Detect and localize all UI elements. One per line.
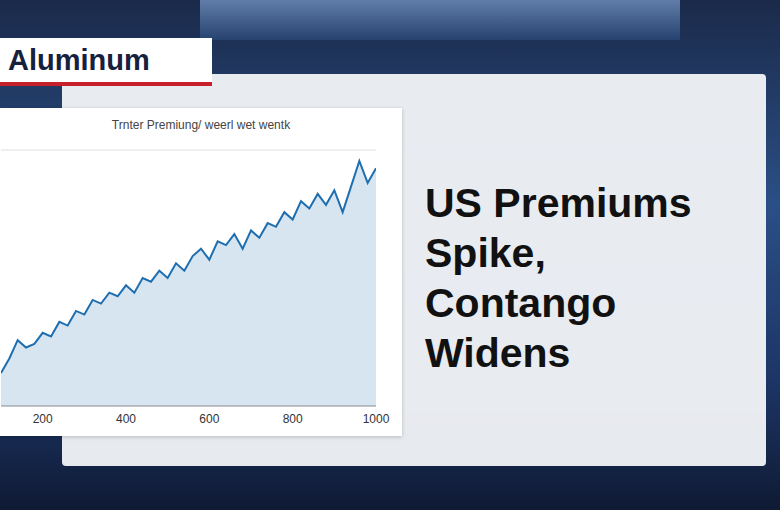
svg-text:1000: 1000 xyxy=(363,412,390,426)
html-text:Trnter Premiung/ weerl wet wen: Trnter Premiung/ weerl wet wentk xyxy=(111,118,291,132)
svg-text:200: 200 xyxy=(33,412,53,426)
html-text:Aluminum: Aluminum xyxy=(8,43,150,76)
html-text:US Premiums Spike, Contango Wi: US Premiums Spike, Contango Widens xyxy=(425,180,692,376)
svg-text:400: 400 xyxy=(116,412,136,426)
svg-text:600: 600 xyxy=(199,412,219,426)
svg-text:800: 800 xyxy=(283,412,303,426)
